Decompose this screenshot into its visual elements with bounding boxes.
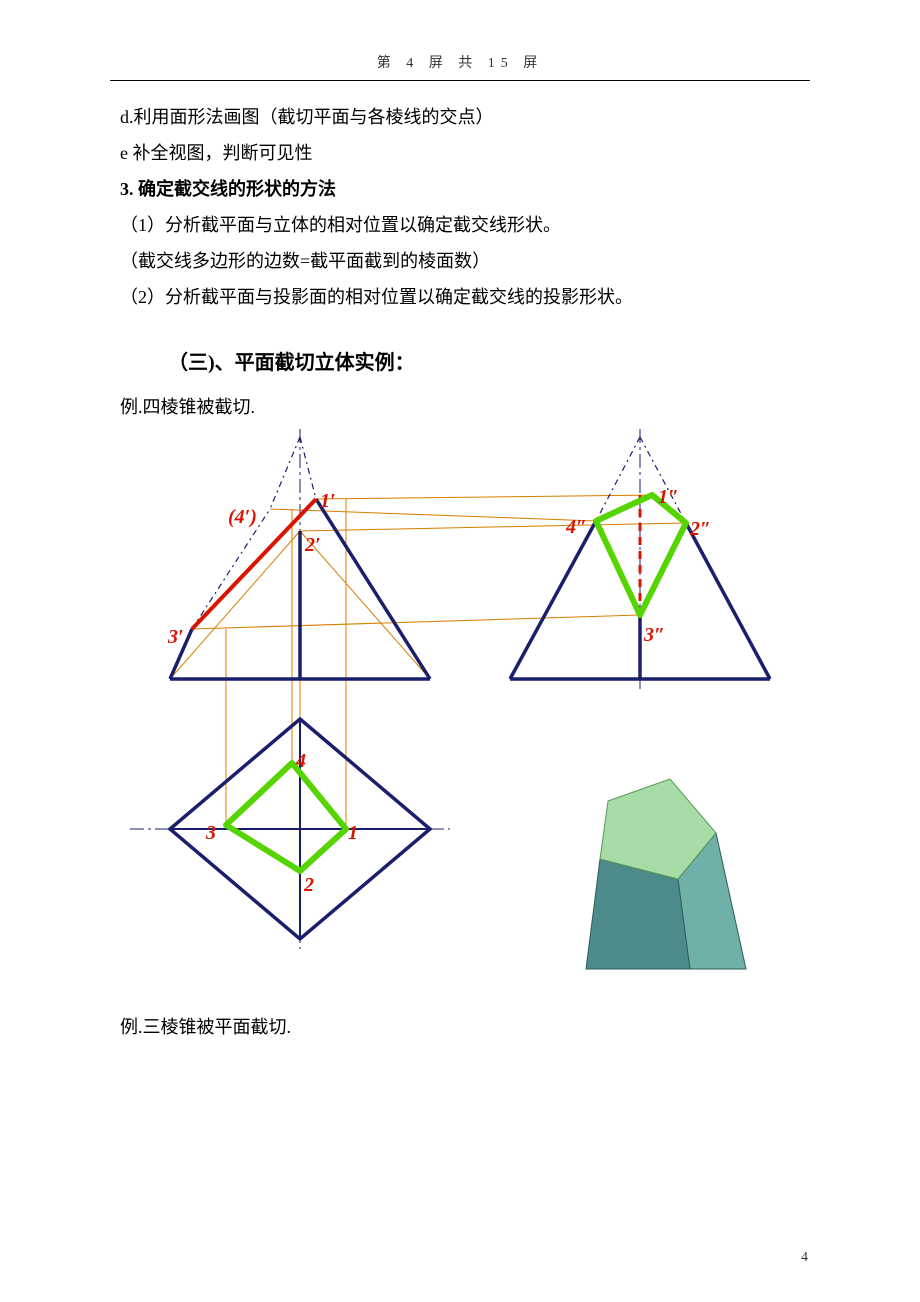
label-2: 2 [304, 865, 314, 905]
label-3: 3 [206, 813, 216, 853]
figure-container: 1′ (4′) 2′ 3′ 1″ 4″ 2″ 3″ 4 1 3 2 [130, 429, 810, 1009]
content-area: d.利用面形法画图（截切平面与各棱线的交点） e 补全视图，判断可见性 3. 确… [0, 81, 920, 1045]
label-3pp: 3″ [644, 615, 665, 655]
label-4p: (4′) [228, 497, 257, 537]
label-2pp: 2″ [690, 509, 711, 549]
example-2: 例.三棱锥被平面截切. [120, 1009, 800, 1045]
label-2p: 2′ [305, 525, 321, 565]
label-4: 4 [296, 741, 306, 781]
page-header: 第 4 屏 共 15 屏 [0, 0, 920, 80]
label-1p: 1′ [320, 481, 336, 521]
section-title: （三)、平面截切立体实例： [168, 343, 800, 383]
para-2: （截交线多边形的边数=截平面截到的棱面数） [120, 243, 800, 279]
label-1pp: 1″ [658, 477, 679, 517]
label-4pp: 4″ [566, 507, 587, 547]
heading-3: 3. 确定截交线的形状的方法 [120, 171, 800, 207]
line-d: d.利用面形法画图（截切平面与各棱线的交点） [120, 99, 800, 135]
line-e: e 补全视图，判断可见性 [120, 135, 800, 171]
label-1: 1 [348, 813, 358, 853]
label-3p: 3′ [168, 617, 184, 657]
example-1: 例.四棱锥被截切. [120, 389, 800, 425]
para-3: （2）分析截平面与投影面的相对位置以确定截交线的投影形状。 [120, 279, 800, 315]
para-1: （1）分析截平面与立体的相对位置以确定截交线形状。 [120, 207, 800, 243]
page-number: 4 [801, 1250, 808, 1266]
